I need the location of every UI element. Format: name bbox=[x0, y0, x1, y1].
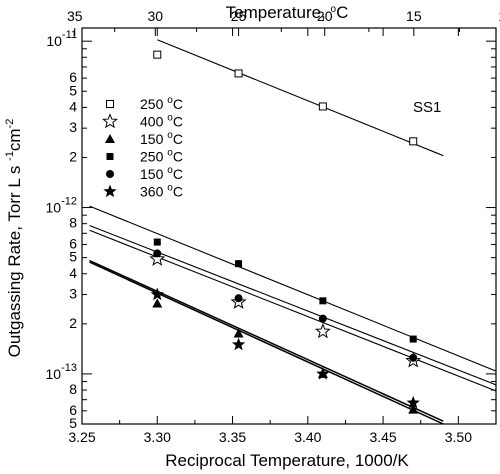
y-minor-label: 2 bbox=[69, 315, 77, 331]
top-axis-title: Temperature, oC bbox=[226, 3, 349, 22]
y-major-exponent: -13 bbox=[61, 362, 77, 374]
y-minor-label: 3 bbox=[69, 119, 77, 135]
legend-label: 150 oC bbox=[140, 165, 183, 182]
fit-line bbox=[89, 259, 444, 422]
y-major-mantissa: 10 bbox=[46, 200, 62, 216]
y-major-mantissa: 10 bbox=[46, 33, 62, 49]
legend-marker bbox=[106, 170, 114, 178]
plot-frame bbox=[81, 27, 497, 425]
fit-line bbox=[89, 229, 496, 392]
y-minor-label: 8 bbox=[69, 215, 77, 231]
axis-ticks bbox=[74, 28, 496, 425]
y-minor-label: 2 bbox=[69, 148, 77, 164]
top-tick-label: 30 bbox=[148, 8, 164, 24]
data-point bbox=[231, 337, 246, 351]
y-minor-label: 5 bbox=[69, 82, 77, 98]
y-minor-label: 5 bbox=[69, 249, 77, 265]
top-tick-label: 10 bbox=[498, 8, 500, 24]
y-minor-label: 6 bbox=[69, 235, 77, 251]
y-major-label: 10-11 bbox=[46, 29, 77, 49]
x-tick-label: 3.30 bbox=[144, 429, 171, 445]
fit-line bbox=[157, 39, 444, 157]
legend-label: 360 oC bbox=[140, 183, 183, 200]
x-tick-label: 3.50 bbox=[445, 429, 472, 445]
legend-marker bbox=[103, 184, 117, 198]
legend-marker bbox=[106, 100, 114, 108]
y-major-exponent: -11 bbox=[62, 29, 77, 41]
legend-label: 250 oC bbox=[140, 148, 183, 165]
data-point bbox=[153, 50, 162, 59]
data-point bbox=[406, 395, 420, 409]
y-minor-label: 4 bbox=[69, 265, 77, 281]
data-point bbox=[234, 69, 243, 78]
data-point bbox=[235, 260, 243, 268]
top-tick-label: 25 bbox=[231, 8, 247, 24]
legend-label: 400 oC bbox=[140, 113, 183, 130]
data-point bbox=[409, 353, 418, 362]
top-tick-label: 35 bbox=[67, 8, 83, 24]
top-tick-label: 20 bbox=[317, 8, 333, 24]
fit-line bbox=[89, 261, 444, 424]
y-minor-label: 8 bbox=[69, 381, 77, 397]
x-tick-label: 3.45 bbox=[369, 429, 396, 445]
y-minor-label: 4 bbox=[69, 98, 77, 114]
y-axis-title: Outgassing Rate, Torr L s -1cm-2 bbox=[4, 119, 24, 358]
legend-label: 250 oC bbox=[140, 95, 183, 112]
tick-labels: 3.253.303.353.403.453.5035302520151010-1… bbox=[46, 8, 500, 445]
data-point bbox=[408, 404, 419, 414]
x-tick-label: 3.35 bbox=[219, 429, 246, 445]
data-point bbox=[153, 238, 161, 246]
data-point bbox=[153, 249, 162, 258]
x-axis-title: Reciprocal Temperature, 1000/K bbox=[165, 451, 409, 470]
y-major-label: 10-13 bbox=[46, 362, 77, 382]
y-major-exponent: -12 bbox=[61, 196, 77, 208]
data-point bbox=[318, 102, 327, 111]
legend-marker bbox=[102, 113, 118, 129]
data-point bbox=[316, 366, 330, 380]
ss1-annotation: SS1 bbox=[413, 99, 441, 116]
legend-label: 150 oC bbox=[140, 130, 183, 147]
y-minor-label: 6 bbox=[69, 69, 77, 85]
data-points bbox=[149, 50, 422, 414]
y-minor-label: 6 bbox=[69, 402, 77, 418]
data-point bbox=[150, 287, 164, 301]
data-point bbox=[319, 297, 327, 305]
data-point bbox=[318, 314, 327, 323]
top-tick-label: 15 bbox=[406, 8, 422, 24]
fit-line bbox=[89, 205, 496, 372]
legend-marker bbox=[106, 153, 114, 160]
data-point bbox=[409, 335, 417, 343]
x-tick-label: 3.25 bbox=[68, 429, 95, 445]
y-minor-label: 5 bbox=[69, 415, 77, 431]
data-point bbox=[409, 137, 418, 146]
data-point bbox=[149, 250, 166, 266]
data-point bbox=[233, 328, 244, 338]
legend-marker bbox=[105, 134, 115, 143]
y-minor-label: 3 bbox=[69, 286, 77, 302]
data-point bbox=[314, 323, 331, 339]
x-tick-label: 3.40 bbox=[294, 429, 321, 445]
y-major-mantissa: 10 bbox=[46, 366, 62, 382]
data-point bbox=[152, 298, 163, 308]
y-major-label: 10-12 bbox=[46, 196, 77, 216]
fit-line bbox=[89, 224, 496, 386]
data-point bbox=[234, 294, 243, 303]
